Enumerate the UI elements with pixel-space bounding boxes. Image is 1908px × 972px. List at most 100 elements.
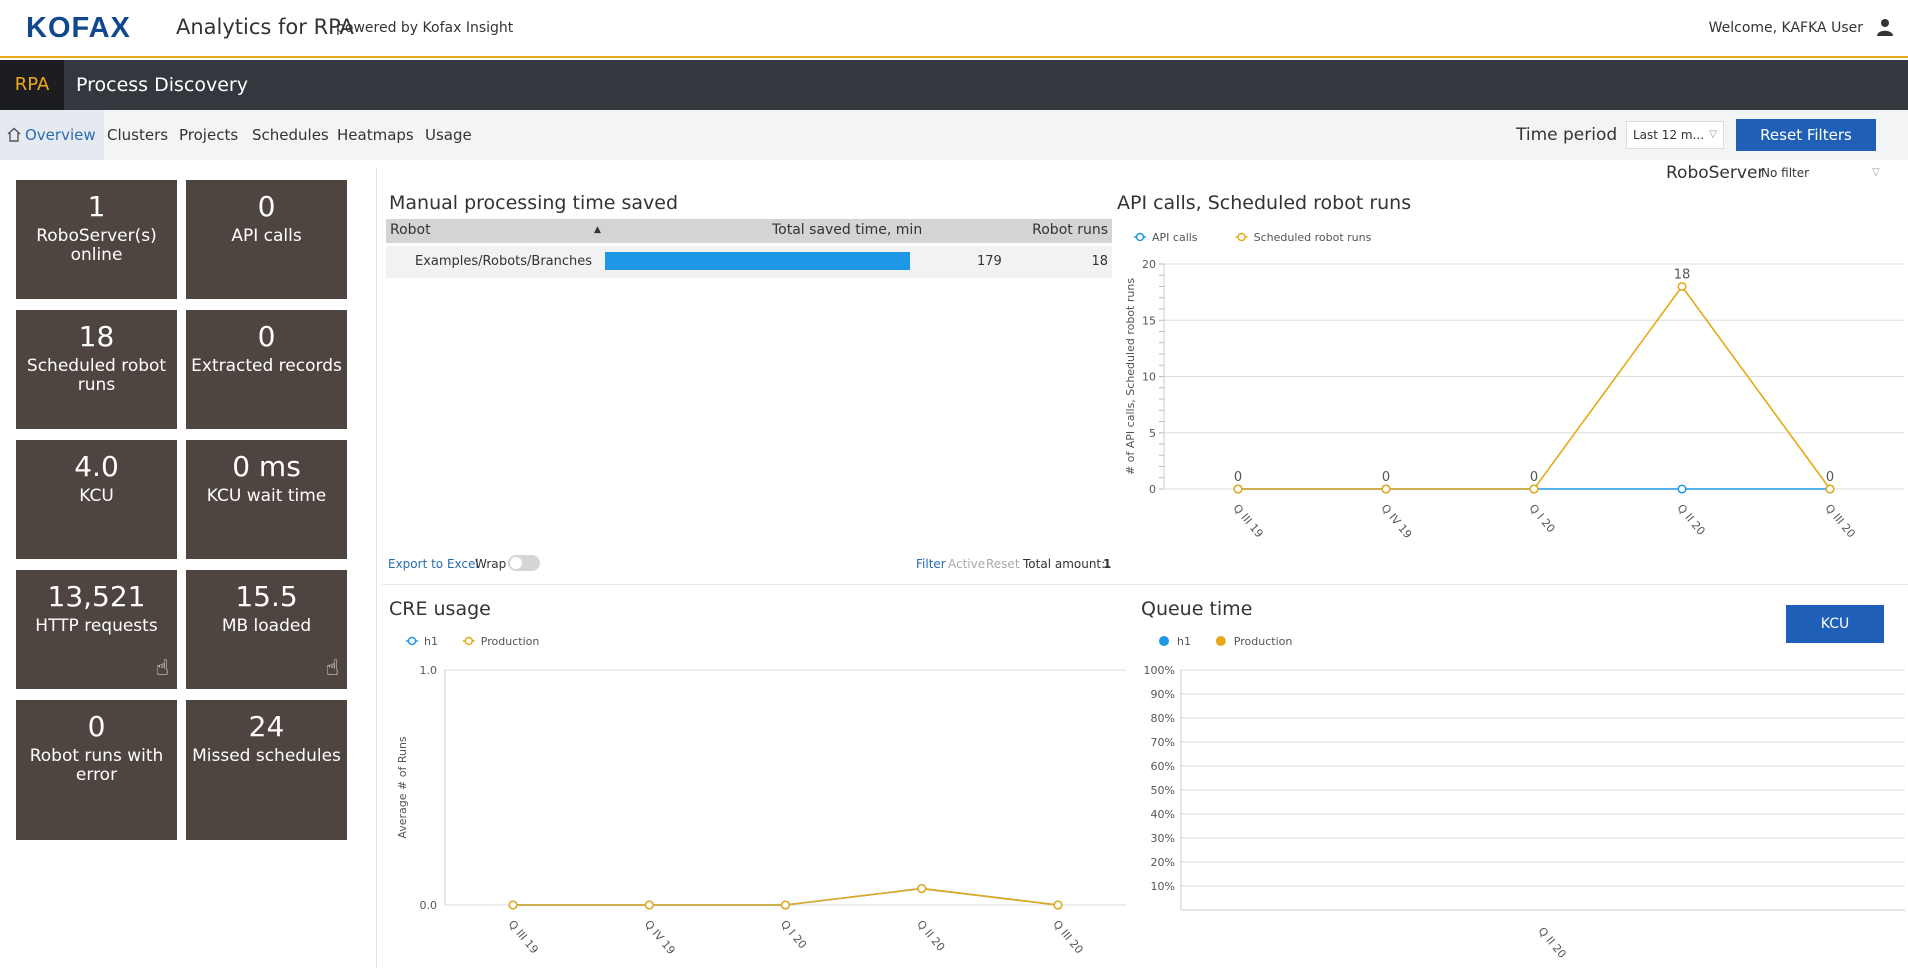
api-calls-chart: API calls Scheduled robot runs 0 5 10 15 20 # o… [1124, 231, 1904, 541]
tab-overview[interactable]: Overview [0, 110, 104, 160]
y-tick-label: 15 [1142, 314, 1156, 327]
kpi-value: 24 [248, 710, 285, 743]
y-tick-label: 1.0 [420, 664, 438, 677]
kpi-value: 15.5 [235, 580, 298, 613]
wrap-toggle[interactable] [508, 555, 540, 571]
tab-heatmaps[interactable]: Heatmaps [337, 126, 414, 144]
legend-marker [1159, 636, 1169, 646]
kpi-label: KCU [79, 486, 114, 506]
column-header-saved-time[interactable]: Total saved time, min [772, 222, 923, 238]
rpa-section-tab[interactable]: RPA [0, 60, 64, 110]
roboserver-filter-select[interactable]: No filter [1761, 166, 1810, 180]
x-tick-label: Q I 20 [778, 918, 809, 952]
kpi-value: 1 [87, 190, 106, 223]
legend-marker [1237, 232, 1246, 242]
kpi-tile-kcu[interactable]: 4.0 KCU [16, 440, 177, 559]
x-tick-label: Q III 20 [1822, 502, 1857, 541]
y-tick-label: 0 [1149, 483, 1156, 496]
time-period-label: Time period [1516, 125, 1618, 145]
kpi-tile-http-requests[interactable]: 13,521 HTTP requests ☝ [16, 570, 177, 689]
legend-marker [1215, 636, 1226, 646]
roboserver-filter-label: RoboServer [1666, 163, 1765, 183]
legend-marker [407, 636, 417, 646]
tab-schedules[interactable]: Schedules [252, 126, 329, 144]
kofax-logo[interactable]: KOFAX [26, 12, 131, 44]
data-label: 0 [1382, 470, 1390, 485]
y-tick-label: 20% [1151, 856, 1175, 869]
row-divider [382, 584, 1908, 585]
kpi-label: MB loaded [221, 616, 312, 636]
column-divider [376, 168, 377, 968]
y-tick-label: 20 [1142, 258, 1156, 271]
legend-label: Production [1234, 635, 1293, 648]
user-icon[interactable] [1876, 18, 1894, 36]
kpi-label: Robot runs with error [29, 746, 164, 785]
x-tick-label: Q I 20 [1526, 502, 1557, 536]
legend-label: Scheduled robot runs [1254, 231, 1372, 244]
kpi-tile-api-calls[interactable]: 0 API calls [186, 180, 347, 299]
column-header-robot-runs[interactable]: Robot runs [1032, 222, 1108, 238]
tab-projects[interactable]: Projects [179, 126, 239, 144]
kpi-label: Scheduled robot runs [26, 356, 167, 395]
kpi-tile-extracted-records[interactable]: 0 Extracted records [186, 310, 347, 429]
cre-usage-chart: h1 Production 0.0 1.0 Average # of Runs Q III… [396, 635, 1126, 957]
welcome-text: Welcome, KAFKA User [1708, 20, 1863, 36]
legend-marker [464, 636, 474, 646]
data-point [1529, 484, 1539, 494]
column-header-robot[interactable]: Robot [390, 222, 431, 238]
kpi-tile-kcu-wait[interactable]: 0 ms KCU wait time [186, 440, 347, 559]
filter-link[interactable]: Filter [916, 557, 946, 571]
export-to-excel-link[interactable]: Export to Excel [388, 557, 479, 571]
y-axis-label: # of API calls, Scheduled robot runs [1124, 278, 1137, 475]
reset-filters-button[interactable]: Reset Filters [1736, 119, 1876, 151]
y-tick-label: 0.0 [420, 899, 438, 912]
kpi-tile-missed-schedules[interactable]: 24 Missed schedules [186, 700, 347, 840]
pointer-hand-icon: ☝ [325, 656, 339, 681]
reset-link[interactable]: Reset [986, 557, 1020, 571]
tab-clusters[interactable]: Clusters [107, 126, 169, 144]
y-tick-label: 70% [1151, 736, 1175, 749]
legend-marker [1135, 232, 1145, 242]
y-tick-label: 100% [1144, 664, 1175, 677]
chevron-down-icon[interactable]: ▽ [1872, 167, 1880, 178]
kpi-tile-mb-loaded[interactable]: 15.5 MB loaded ☝ [186, 570, 347, 689]
saved-time-bar [605, 252, 910, 270]
kpi-tile-scheduled-runs[interactable]: 18 Scheduled robot runs [16, 310, 177, 429]
api-calls-chart-title: API calls, Scheduled robot runs [1117, 192, 1412, 214]
data-point [1677, 484, 1687, 494]
queue-time-chart: h1 Production 10% 20% 30% 40% 50% 60% 70% 80% 90% 1… [1144, 635, 1905, 961]
time-period-value: Last 12 m... [1633, 128, 1705, 142]
y-tick-label: 90% [1151, 688, 1175, 701]
kpi-tile-roboservers[interactable]: 1 RoboServer(s) online [16, 180, 177, 299]
y-tick-label: 10 [1142, 371, 1156, 384]
chevron-down-icon: ▽ [1709, 129, 1717, 140]
sort-ascending-icon[interactable]: ▲ [594, 225, 601, 235]
table-row[interactable]: Examples/Robots/Branches 179 18 [386, 246, 1112, 278]
total-amount-value: 1 [1103, 557, 1112, 571]
queue-time-chart-title: Queue time [1141, 598, 1253, 620]
time-period-select[interactable]: Last 12 m... ▽ [1626, 121, 1724, 149]
y-tick-label: 80% [1151, 712, 1175, 725]
active-link[interactable]: Active [948, 557, 986, 571]
data-point [508, 900, 518, 910]
cell-saved-time: 179 [977, 254, 1002, 269]
y-tick-label: 50% [1151, 784, 1175, 797]
legend-label: h1 [424, 635, 438, 648]
nav-bar: Overview Clusters Projects Schedules Hea… [0, 110, 1908, 160]
y-tick-label: 40% [1151, 808, 1175, 821]
data-point [917, 884, 927, 894]
kpi-value: 13,521 [47, 580, 146, 613]
legend-label: API calls [1152, 231, 1198, 244]
y-tick-label: 10% [1151, 880, 1175, 893]
data-point [780, 900, 791, 910]
page-title: Process Discovery [76, 74, 248, 96]
data-point [1381, 484, 1391, 494]
tab-usage[interactable]: Usage [425, 126, 472, 144]
data-label: 0 [1826, 470, 1834, 485]
kpi-tile-robot-errors[interactable]: 0 Robot runs with error [16, 700, 177, 840]
data-point [1677, 281, 1687, 292]
powered-by-text: powered by Kofax Insight [336, 20, 514, 36]
kpi-label: Missed schedules [192, 746, 341, 766]
kcu-button[interactable]: KCU [1786, 605, 1884, 643]
x-tick-label: Q III 20 [1050, 918, 1085, 957]
